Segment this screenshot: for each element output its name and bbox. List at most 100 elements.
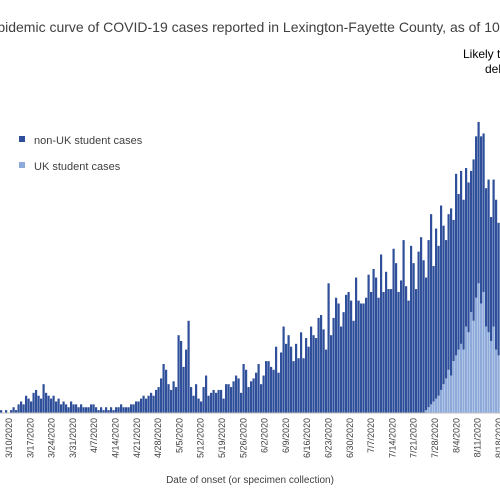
- x-tick-label: 4/28/2020: [153, 418, 163, 458]
- bar-non-uk: [390, 289, 393, 413]
- bar-non-uk: [10, 410, 13, 413]
- bar-non-uk: [470, 170, 473, 313]
- bar-non-uk: [255, 372, 258, 413]
- bar-uk: [487, 332, 490, 413]
- bar-non-uk: [27, 398, 30, 413]
- legend-label-uk: UK student cases: [34, 161, 121, 173]
- x-tick-label: 6/30/2020: [345, 418, 355, 458]
- bar-non-uk: [132, 404, 135, 413]
- bar-non-uk: [480, 136, 483, 304]
- bar-non-uk: [372, 268, 375, 413]
- bar-non-uk: [482, 133, 485, 292]
- bar-non-uk: [152, 395, 155, 413]
- bar-non-uk: [37, 395, 40, 413]
- bar-non-uk: [345, 294, 348, 413]
- bar-non-uk: [362, 303, 365, 413]
- bar-non-uk: [340, 326, 343, 413]
- bar-non-uk: [222, 398, 225, 413]
- bar-non-uk: [230, 387, 233, 413]
- bar-uk: [470, 312, 473, 413]
- bar-non-uk: [405, 286, 408, 413]
- bar-non-uk: [365, 297, 368, 413]
- bar-non-uk: [287, 335, 290, 413]
- bar-uk: [452, 361, 455, 413]
- x-tick-label: 5/26/2020: [238, 418, 248, 458]
- bar-uk: [485, 326, 488, 413]
- bar-uk: [437, 395, 440, 413]
- bar-non-uk: [265, 361, 268, 413]
- bar-non-uk: [465, 168, 468, 327]
- bar-uk: [425, 410, 428, 413]
- bar-non-uk: [275, 346, 278, 413]
- bar-non-uk: [227, 384, 230, 413]
- bar-non-uk: [302, 358, 305, 413]
- bar-non-uk: [160, 378, 163, 413]
- bar-non-uk: [290, 346, 293, 413]
- bar-non-uk: [380, 254, 383, 413]
- bar-non-uk: [12, 407, 15, 413]
- bar-non-uk: [157, 387, 160, 413]
- bar-non-uk: [207, 395, 210, 413]
- bar-non-uk: [92, 404, 95, 413]
- bar-non-uk: [317, 317, 320, 413]
- bar-non-uk: [170, 389, 173, 413]
- bar-non-uk: [97, 410, 100, 413]
- bar-non-uk: [457, 193, 460, 350]
- bar-non-uk: [185, 349, 188, 413]
- x-tick-label: 7/28/2020: [430, 418, 440, 458]
- bar-non-uk: [282, 326, 285, 413]
- x-tick-label: 4/21/2020: [132, 418, 142, 458]
- annotation-line-2: dela: [485, 62, 500, 76]
- bar-non-uk: [72, 404, 75, 413]
- bar-uk: [450, 375, 453, 413]
- bar-non-uk: [77, 407, 80, 413]
- x-axis-title: Date of onset (or specimen collection): [166, 475, 334, 486]
- bar-non-uk: [25, 395, 28, 413]
- bar-uk: [495, 349, 498, 413]
- bar-non-uk: [320, 315, 323, 413]
- bar-non-uk: [322, 329, 325, 413]
- bar-non-uk: [397, 291, 400, 413]
- bar-non-uk: [100, 407, 103, 413]
- bar-non-uk: [410, 245, 413, 413]
- bars: [0, 121, 500, 413]
- legend: non-UK student cases UK student cases: [19, 135, 143, 173]
- bar-non-uk: [122, 407, 125, 413]
- bar-non-uk: [310, 326, 313, 413]
- bar-non-uk: [242, 364, 245, 413]
- bar-non-uk: [355, 277, 358, 413]
- bar-non-uk: [300, 332, 303, 413]
- bar-non-uk: [272, 369, 275, 413]
- bar-non-uk: [357, 300, 360, 413]
- bar-non-uk: [257, 364, 260, 413]
- bar-non-uk: [325, 349, 328, 413]
- bar-uk: [472, 320, 475, 413]
- bar-non-uk: [462, 199, 465, 350]
- bar-uk: [432, 401, 435, 413]
- bar-non-uk: [402, 240, 405, 413]
- bar-uk: [460, 343, 463, 413]
- bar-non-uk: [30, 401, 33, 413]
- bar-non-uk: [347, 291, 350, 413]
- bar-uk: [447, 369, 450, 413]
- bar-uk: [430, 404, 433, 413]
- bar-non-uk: [175, 387, 178, 413]
- bar-non-uk: [225, 384, 228, 413]
- bar-non-uk: [360, 303, 363, 413]
- legend-label-non-uk: non-UK student cases: [34, 135, 143, 147]
- bar-uk: [445, 378, 448, 413]
- bar-non-uk: [487, 179, 490, 333]
- bar-non-uk: [445, 240, 448, 379]
- bar-non-uk: [220, 389, 223, 413]
- bar-non-uk: [477, 121, 480, 284]
- bar-non-uk: [85, 407, 88, 413]
- bar-non-uk: [15, 410, 18, 413]
- bar-non-uk: [247, 387, 250, 413]
- x-tick-label: 3/31/2020: [68, 418, 78, 458]
- bar-non-uk: [427, 240, 430, 408]
- bar-non-uk: [65, 404, 68, 413]
- bar-non-uk: [107, 410, 110, 413]
- bar-non-uk: [375, 277, 378, 413]
- bar-non-uk: [425, 277, 428, 411]
- bar-non-uk: [67, 407, 70, 413]
